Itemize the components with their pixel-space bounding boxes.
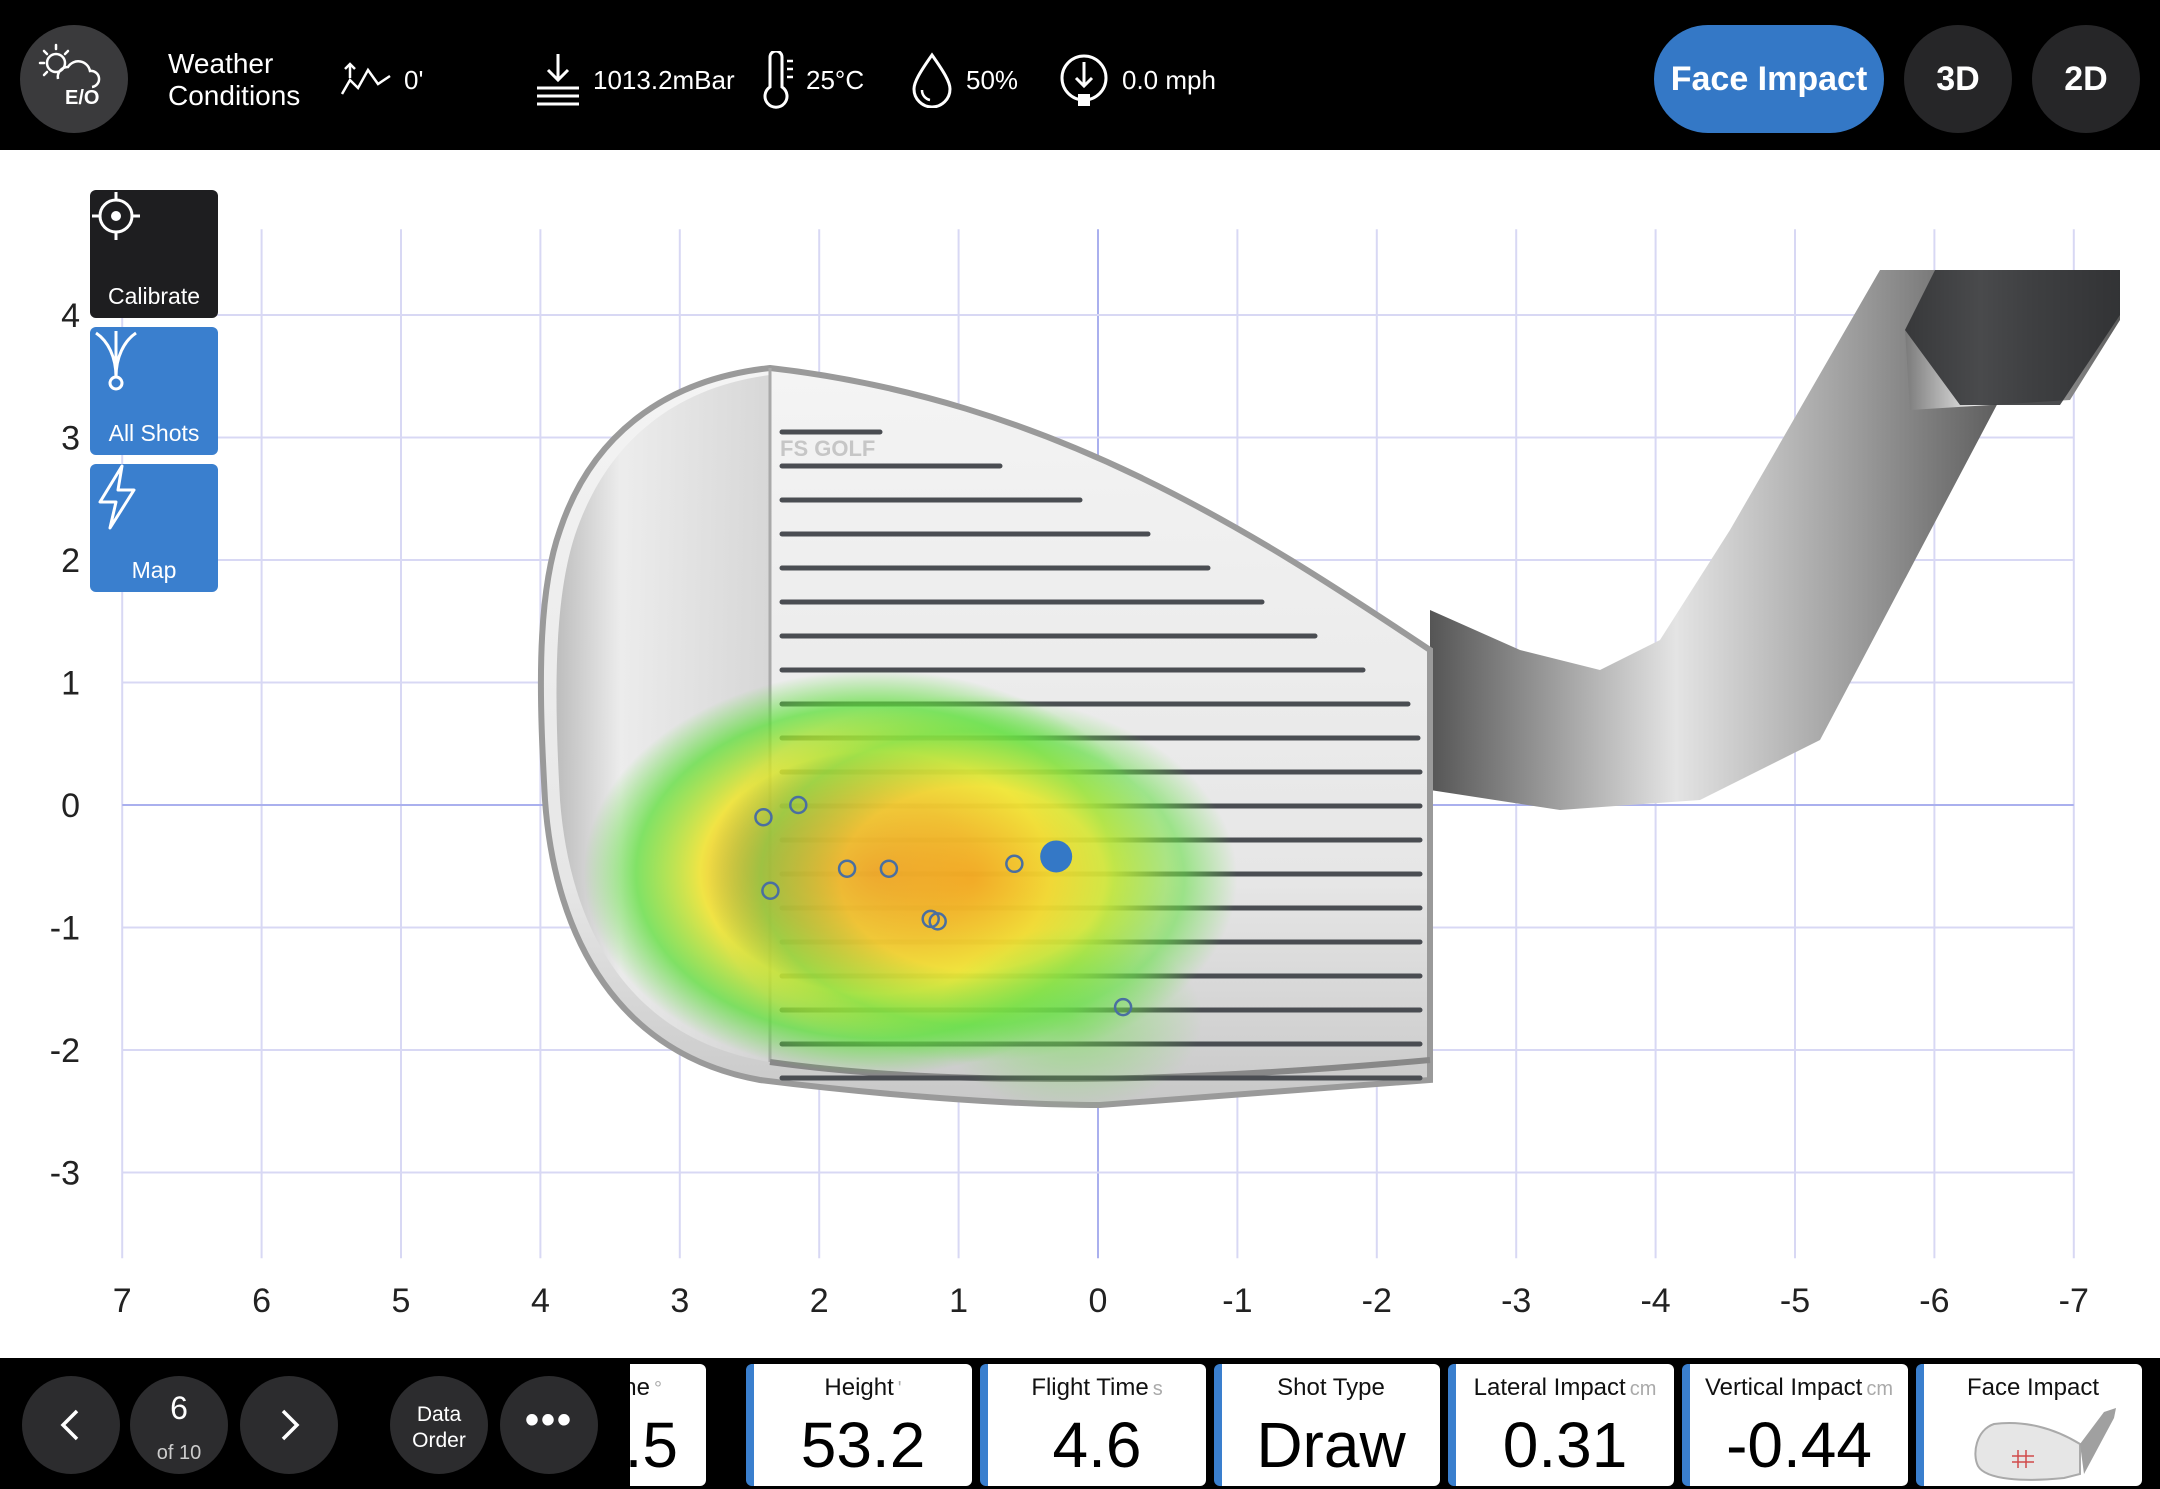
y-tick-label: -2 <box>50 1032 80 1070</box>
current-shot-marker <box>1040 840 1073 873</box>
x-tick-label: -6 <box>1919 1282 1949 1320</box>
y-tick-label: -3 <box>50 1155 80 1193</box>
x-tick-label: 3 <box>670 1282 689 1320</box>
chevron-right-icon <box>281 1409 300 1441</box>
data-tile-height[interactable]: Height ' 53.2 <box>746 1364 972 1486</box>
more-options-button[interactable]: ••• <box>500 1376 598 1474</box>
thermometer-icon <box>763 51 793 109</box>
y-tick-label: 0 <box>61 787 80 825</box>
map-label: Map <box>131 557 177 583</box>
previous-shot-button[interactable] <box>22 1376 120 1474</box>
bottom-bar: 6 of 10 Data Order ••• ane° .5 <box>0 1358 2160 1489</box>
shot-marker <box>761 881 780 900</box>
shot-markers <box>754 795 1133 1017</box>
data-tile-vertical-impact[interactable]: Vertical Impact cm -0.44 <box>1682 1364 1908 1486</box>
x-tick-label: 2 <box>810 1282 829 1320</box>
shot-marker <box>837 859 857 878</box>
y-tick-label: -1 <box>50 910 80 948</box>
all-shots-label: All Shots <box>108 420 200 446</box>
calibrate-label: Calibrate <box>107 283 201 309</box>
data-tile-flight-time[interactable]: Flight Time s 4.6 <box>980 1364 1206 1486</box>
x-tick-label: -5 <box>1780 1282 1810 1320</box>
data-tile-partial[interactable]: ane° .5 <box>630 1364 706 1486</box>
x-tick-label: -7 <box>2059 1282 2089 1320</box>
y-tick-label: 3 <box>61 420 80 458</box>
y-tick-label: 2 <box>61 542 80 580</box>
x-tick-label: 5 <box>392 1282 411 1320</box>
x-tick-label: 7 <box>113 1282 132 1320</box>
x-tick-label: -4 <box>1640 1282 1670 1320</box>
current-shot-number: 6 <box>170 1390 188 1426</box>
y-tick-label: 1 <box>61 665 80 703</box>
3d-view-button[interactable]: 3D <box>1904 25 2012 133</box>
ellipsis-icon: ••• <box>524 1398 573 1442</box>
shot-marker <box>879 859 899 878</box>
x-tick-label: -1 <box>1222 1282 1252 1320</box>
altitude-readout: 0' <box>340 50 423 110</box>
x-tick-label: 4 <box>531 1282 550 1320</box>
lightning-icon <box>98 464 136 530</box>
weather-icon <box>38 43 101 89</box>
map-button[interactable]: Map <box>90 464 218 592</box>
fs-golf-brand-text: FS GOLF <box>780 436 875 461</box>
weather-conditions-title: Weather Conditions <box>168 48 301 111</box>
x-tick-label: -3 <box>1501 1282 1531 1320</box>
shot-marker <box>789 795 808 815</box>
x-tick-label: 0 <box>1089 1282 1108 1320</box>
shot-tracer-icon <box>95 331 137 391</box>
all-shots-button[interactable]: All Shots <box>90 327 218 455</box>
face-impact-view-button[interactable]: Face Impact <box>1654 25 1884 133</box>
wind-readout: 0.0 mph <box>1058 50 1216 110</box>
x-tick-label: 1 <box>949 1282 968 1320</box>
humidity-readout: 50% <box>910 50 1018 110</box>
data-tile-lateral-impact[interactable]: Lateral Impact cm 0.31 <box>1448 1364 1674 1486</box>
face-impact-chart: FS GOLF 7 6 5 4 3 2 1 0 -1 -2 -3 -4 -5 -6 -7 4 3 2 1 0 -1 -2 -… <box>50 229 2120 1320</box>
shot-marker <box>1113 997 1133 1017</box>
next-shot-button[interactable] <box>240 1376 338 1474</box>
shot-marker <box>1005 854 1024 874</box>
y-tick-label: 4 <box>61 297 80 335</box>
weather-toggle-button[interactable]: E/O <box>20 25 128 133</box>
data-tile-face-impact[interactable]: Face Impact <box>1916 1364 2142 1486</box>
shot-marker <box>928 912 947 931</box>
pressure-readout: 1013.2mBar <box>535 50 735 110</box>
droplet-icon <box>912 52 952 108</box>
chevron-left-icon <box>60 1409 79 1441</box>
face-impact-plot: FS GOLF 7 6 5 4 3 2 1 0 -1 -2 -3 -4 -5 -6 -7 4 3 2 1 0 -1 -2 -… <box>0 150 2160 1358</box>
2d-view-button[interactable]: 2D <box>2032 25 2140 133</box>
calibrate-button[interactable]: Calibrate <box>90 190 218 318</box>
altitude-icon <box>340 62 391 95</box>
top-bar: E/O Weather Conditions 0' 1013.2mBar <box>0 0 2160 150</box>
x-tick-label: -2 <box>1362 1282 1392 1320</box>
shot-marker <box>754 808 773 827</box>
heatmap-zone <box>937 927 1203 1112</box>
x-tick-label: 6 <box>252 1282 271 1320</box>
shot-total: of 10 <box>156 1442 202 1464</box>
impact-heatmap <box>583 670 1238 1112</box>
data-order-button[interactable]: Data Order <box>390 1376 488 1474</box>
data-tile-shot-type[interactable]: Shot Type Draw <box>1214 1364 1440 1486</box>
eo-label: E/O <box>65 87 100 109</box>
wind-direction-icon <box>1060 54 1108 106</box>
crosshair-icon <box>92 192 140 240</box>
shot-counter[interactable]: 6 of 10 <box>130 1376 228 1474</box>
temperature-readout: 25°C <box>760 50 864 110</box>
pressure-icon <box>537 54 579 106</box>
club-face-thumbnail-icon <box>1974 1408 2116 1481</box>
